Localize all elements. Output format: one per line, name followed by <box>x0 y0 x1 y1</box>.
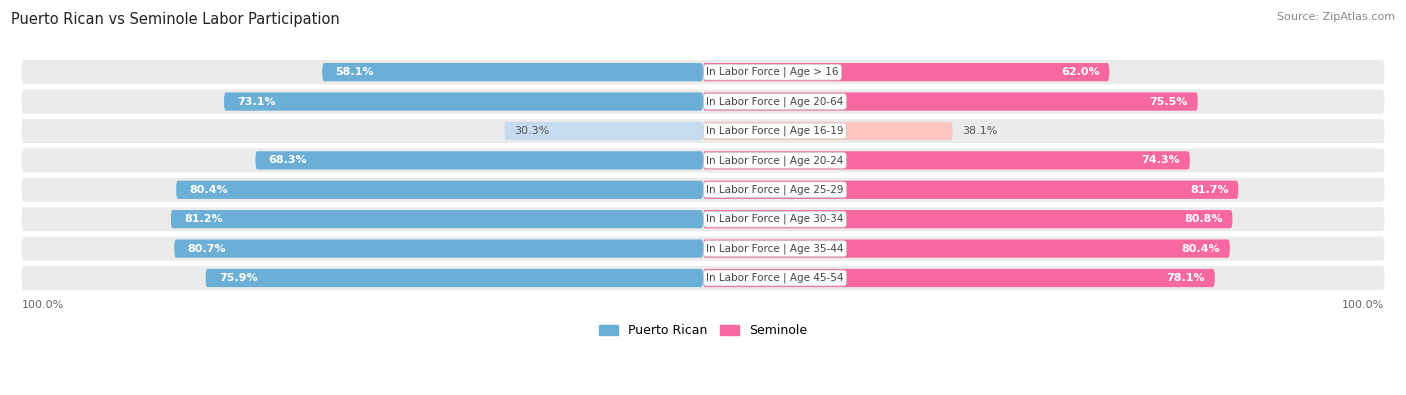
FancyBboxPatch shape <box>256 151 703 169</box>
Text: In Labor Force | Age 20-64: In Labor Force | Age 20-64 <box>706 96 844 107</box>
Text: In Labor Force | Age 16-19: In Labor Force | Age 16-19 <box>706 126 844 136</box>
Text: 75.9%: 75.9% <box>219 273 257 283</box>
FancyBboxPatch shape <box>703 239 1230 258</box>
FancyBboxPatch shape <box>172 210 703 228</box>
FancyBboxPatch shape <box>703 63 1109 81</box>
FancyBboxPatch shape <box>21 148 1385 173</box>
Text: In Labor Force | Age 25-29: In Labor Force | Age 25-29 <box>706 184 844 195</box>
FancyBboxPatch shape <box>21 178 1385 202</box>
Text: In Labor Force | Age 35-44: In Labor Force | Age 35-44 <box>706 243 844 254</box>
Text: 78.1%: 78.1% <box>1167 273 1205 283</box>
FancyBboxPatch shape <box>703 269 1215 287</box>
FancyBboxPatch shape <box>224 92 703 111</box>
Text: In Labor Force | Age 45-54: In Labor Force | Age 45-54 <box>706 273 844 283</box>
Text: 100.0%: 100.0% <box>1343 300 1385 310</box>
FancyBboxPatch shape <box>21 60 1385 84</box>
FancyBboxPatch shape <box>703 210 1233 228</box>
FancyBboxPatch shape <box>174 239 703 258</box>
Text: 80.8%: 80.8% <box>1184 214 1223 224</box>
FancyBboxPatch shape <box>703 151 1189 169</box>
Text: Puerto Rican vs Seminole Labor Participation: Puerto Rican vs Seminole Labor Participa… <box>11 12 340 27</box>
Text: In Labor Force | Age 20-24: In Labor Force | Age 20-24 <box>706 155 844 166</box>
Text: 68.3%: 68.3% <box>269 155 307 166</box>
Text: In Labor Force | Age > 16: In Labor Force | Age > 16 <box>706 67 839 77</box>
FancyBboxPatch shape <box>176 181 703 199</box>
Text: 62.0%: 62.0% <box>1060 67 1099 77</box>
FancyBboxPatch shape <box>21 237 1385 261</box>
FancyBboxPatch shape <box>21 266 1385 290</box>
FancyBboxPatch shape <box>205 269 703 287</box>
Text: 58.1%: 58.1% <box>336 67 374 77</box>
FancyBboxPatch shape <box>21 207 1385 231</box>
Text: 74.3%: 74.3% <box>1142 155 1180 166</box>
FancyBboxPatch shape <box>505 122 703 140</box>
Text: 75.5%: 75.5% <box>1150 96 1188 107</box>
Text: 80.7%: 80.7% <box>187 244 226 254</box>
Text: In Labor Force | Age 30-34: In Labor Force | Age 30-34 <box>706 214 844 224</box>
Text: 80.4%: 80.4% <box>1181 244 1220 254</box>
FancyBboxPatch shape <box>322 63 703 81</box>
FancyBboxPatch shape <box>21 90 1385 114</box>
FancyBboxPatch shape <box>703 122 953 140</box>
Text: 38.1%: 38.1% <box>963 126 998 136</box>
Text: 100.0%: 100.0% <box>21 300 63 310</box>
FancyBboxPatch shape <box>21 119 1385 143</box>
Text: 73.1%: 73.1% <box>238 96 276 107</box>
Text: Source: ZipAtlas.com: Source: ZipAtlas.com <box>1277 12 1395 22</box>
FancyBboxPatch shape <box>703 181 1239 199</box>
Text: 80.4%: 80.4% <box>190 185 228 195</box>
Text: 30.3%: 30.3% <box>515 126 550 136</box>
Text: 81.7%: 81.7% <box>1189 185 1229 195</box>
FancyBboxPatch shape <box>703 92 1198 111</box>
Legend: Puerto Rican, Seminole: Puerto Rican, Seminole <box>595 320 811 342</box>
Text: 81.2%: 81.2% <box>184 214 222 224</box>
